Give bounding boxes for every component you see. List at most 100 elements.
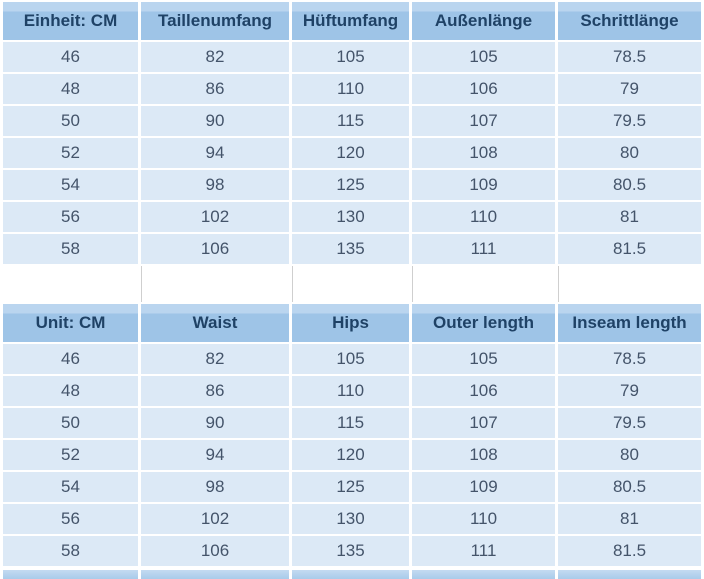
data-cell: 86 [141,74,289,104]
data-cell: 46 [3,42,138,72]
table-row: 54 98 125 109 80.5 [3,170,701,200]
gap-cell [558,266,701,302]
data-cell: 115 [292,106,409,136]
data-cell: 56 [3,504,138,534]
table-row: 54 98 125 109 80.5 [3,472,701,502]
next-table-header-partial [3,570,701,579]
table-row: 58 106 135 111 81.5 [3,234,701,264]
data-cell: 135 [292,536,409,566]
table-gap-row [3,266,701,302]
data-cell: 94 [141,440,289,470]
data-cell: 52 [3,440,138,470]
data-cell: 115 [292,408,409,438]
table-row: 52 94 120 108 80 [3,440,701,470]
data-cell: 82 [141,344,289,374]
data-cell: 111 [412,536,555,566]
data-cell: 81 [558,202,701,232]
data-cell: 50 [3,106,138,136]
data-cell: 105 [412,42,555,72]
data-cell: 120 [292,138,409,168]
data-cell: 107 [412,106,555,136]
table-row: 56 102 130 110 81 [3,202,701,232]
data-cell: 110 [412,504,555,534]
data-cell: 86 [141,376,289,406]
data-cell: 106 [412,74,555,104]
table-row: 48 86 110 106 79 [3,376,701,406]
data-cell: 90 [141,106,289,136]
header-cell-german: Schrittlänge [558,2,701,40]
header-cell-german: Hüftumfang [292,2,409,40]
data-cell: 109 [412,170,555,200]
data-cell: 80 [558,440,701,470]
data-cell: 56 [3,202,138,232]
data-cell: 80 [558,138,701,168]
table-row: 52 94 120 108 80 [3,138,701,168]
data-cell: 108 [412,138,555,168]
data-cell: 106 [141,536,289,566]
partial-header-cell [3,570,138,579]
data-cell: 94 [141,138,289,168]
gap-cell [412,266,555,302]
data-cell: 98 [141,170,289,200]
header-row-english: Unit: CM Waist Hips Outer length Inseam leng… [3,304,701,342]
data-cell: 105 [412,344,555,374]
header-cell-english: Outer length [412,304,555,342]
gap-cell [292,266,409,302]
header-cell-english: Inseam length [558,304,701,342]
data-cell: 50 [3,408,138,438]
partial-header-cell [558,570,701,579]
data-cell: 79.5 [558,106,701,136]
data-cell: 107 [412,408,555,438]
data-cell: 110 [292,376,409,406]
table-row: 46 82 105 105 78.5 [3,344,701,374]
data-cell: 81 [558,504,701,534]
data-cell: 82 [141,42,289,72]
data-cell: 106 [141,234,289,264]
header-cell-english: Waist [141,304,289,342]
data-cell: 98 [141,472,289,502]
data-cell: 54 [3,170,138,200]
gap-cell [3,266,138,302]
partial-header-cell [412,570,555,579]
table-row: 58 106 135 111 81.5 [3,536,701,566]
data-cell: 102 [141,202,289,232]
table-row: 56 102 130 110 81 [3,504,701,534]
data-cell: 81.5 [558,234,701,264]
data-cell: 135 [292,234,409,264]
data-cell: 120 [292,440,409,470]
header-cell-english: Unit: CM [3,304,138,342]
data-cell: 106 [412,376,555,406]
data-cell: 110 [412,202,555,232]
data-cell: 54 [3,472,138,502]
table-row: 46 82 105 105 78.5 [3,42,701,72]
data-cell: 58 [3,536,138,566]
partial-header-cell [292,570,409,579]
table-row: 50 90 115 107 79.5 [3,106,701,136]
data-cell: 80.5 [558,170,701,200]
data-cell: 125 [292,170,409,200]
data-cell: 105 [292,42,409,72]
size-table-english: Unit: CM Waist Hips Outer length Inseam leng… [0,302,704,568]
gap-cell [141,266,289,302]
table-row: 48 86 110 106 79 [3,74,701,104]
header-cell-english: Hips [292,304,409,342]
data-cell: 78.5 [558,42,701,72]
data-cell: 81.5 [558,536,701,566]
data-cell: 52 [3,138,138,168]
data-cell: 125 [292,472,409,502]
data-cell: 110 [292,74,409,104]
data-cell: 130 [292,504,409,534]
partial-header-cell [141,570,289,579]
data-cell: 109 [412,472,555,502]
data-cell: 105 [292,344,409,374]
data-cell: 58 [3,234,138,264]
header-cell-german: Taillenumfang [141,2,289,40]
data-cell: 102 [141,504,289,534]
header-cell-german: Einheit: CM [3,2,138,40]
data-cell: 111 [412,234,555,264]
data-cell: 130 [292,202,409,232]
data-cell: 79 [558,74,701,104]
data-cell: 46 [3,344,138,374]
data-cell: 108 [412,440,555,470]
